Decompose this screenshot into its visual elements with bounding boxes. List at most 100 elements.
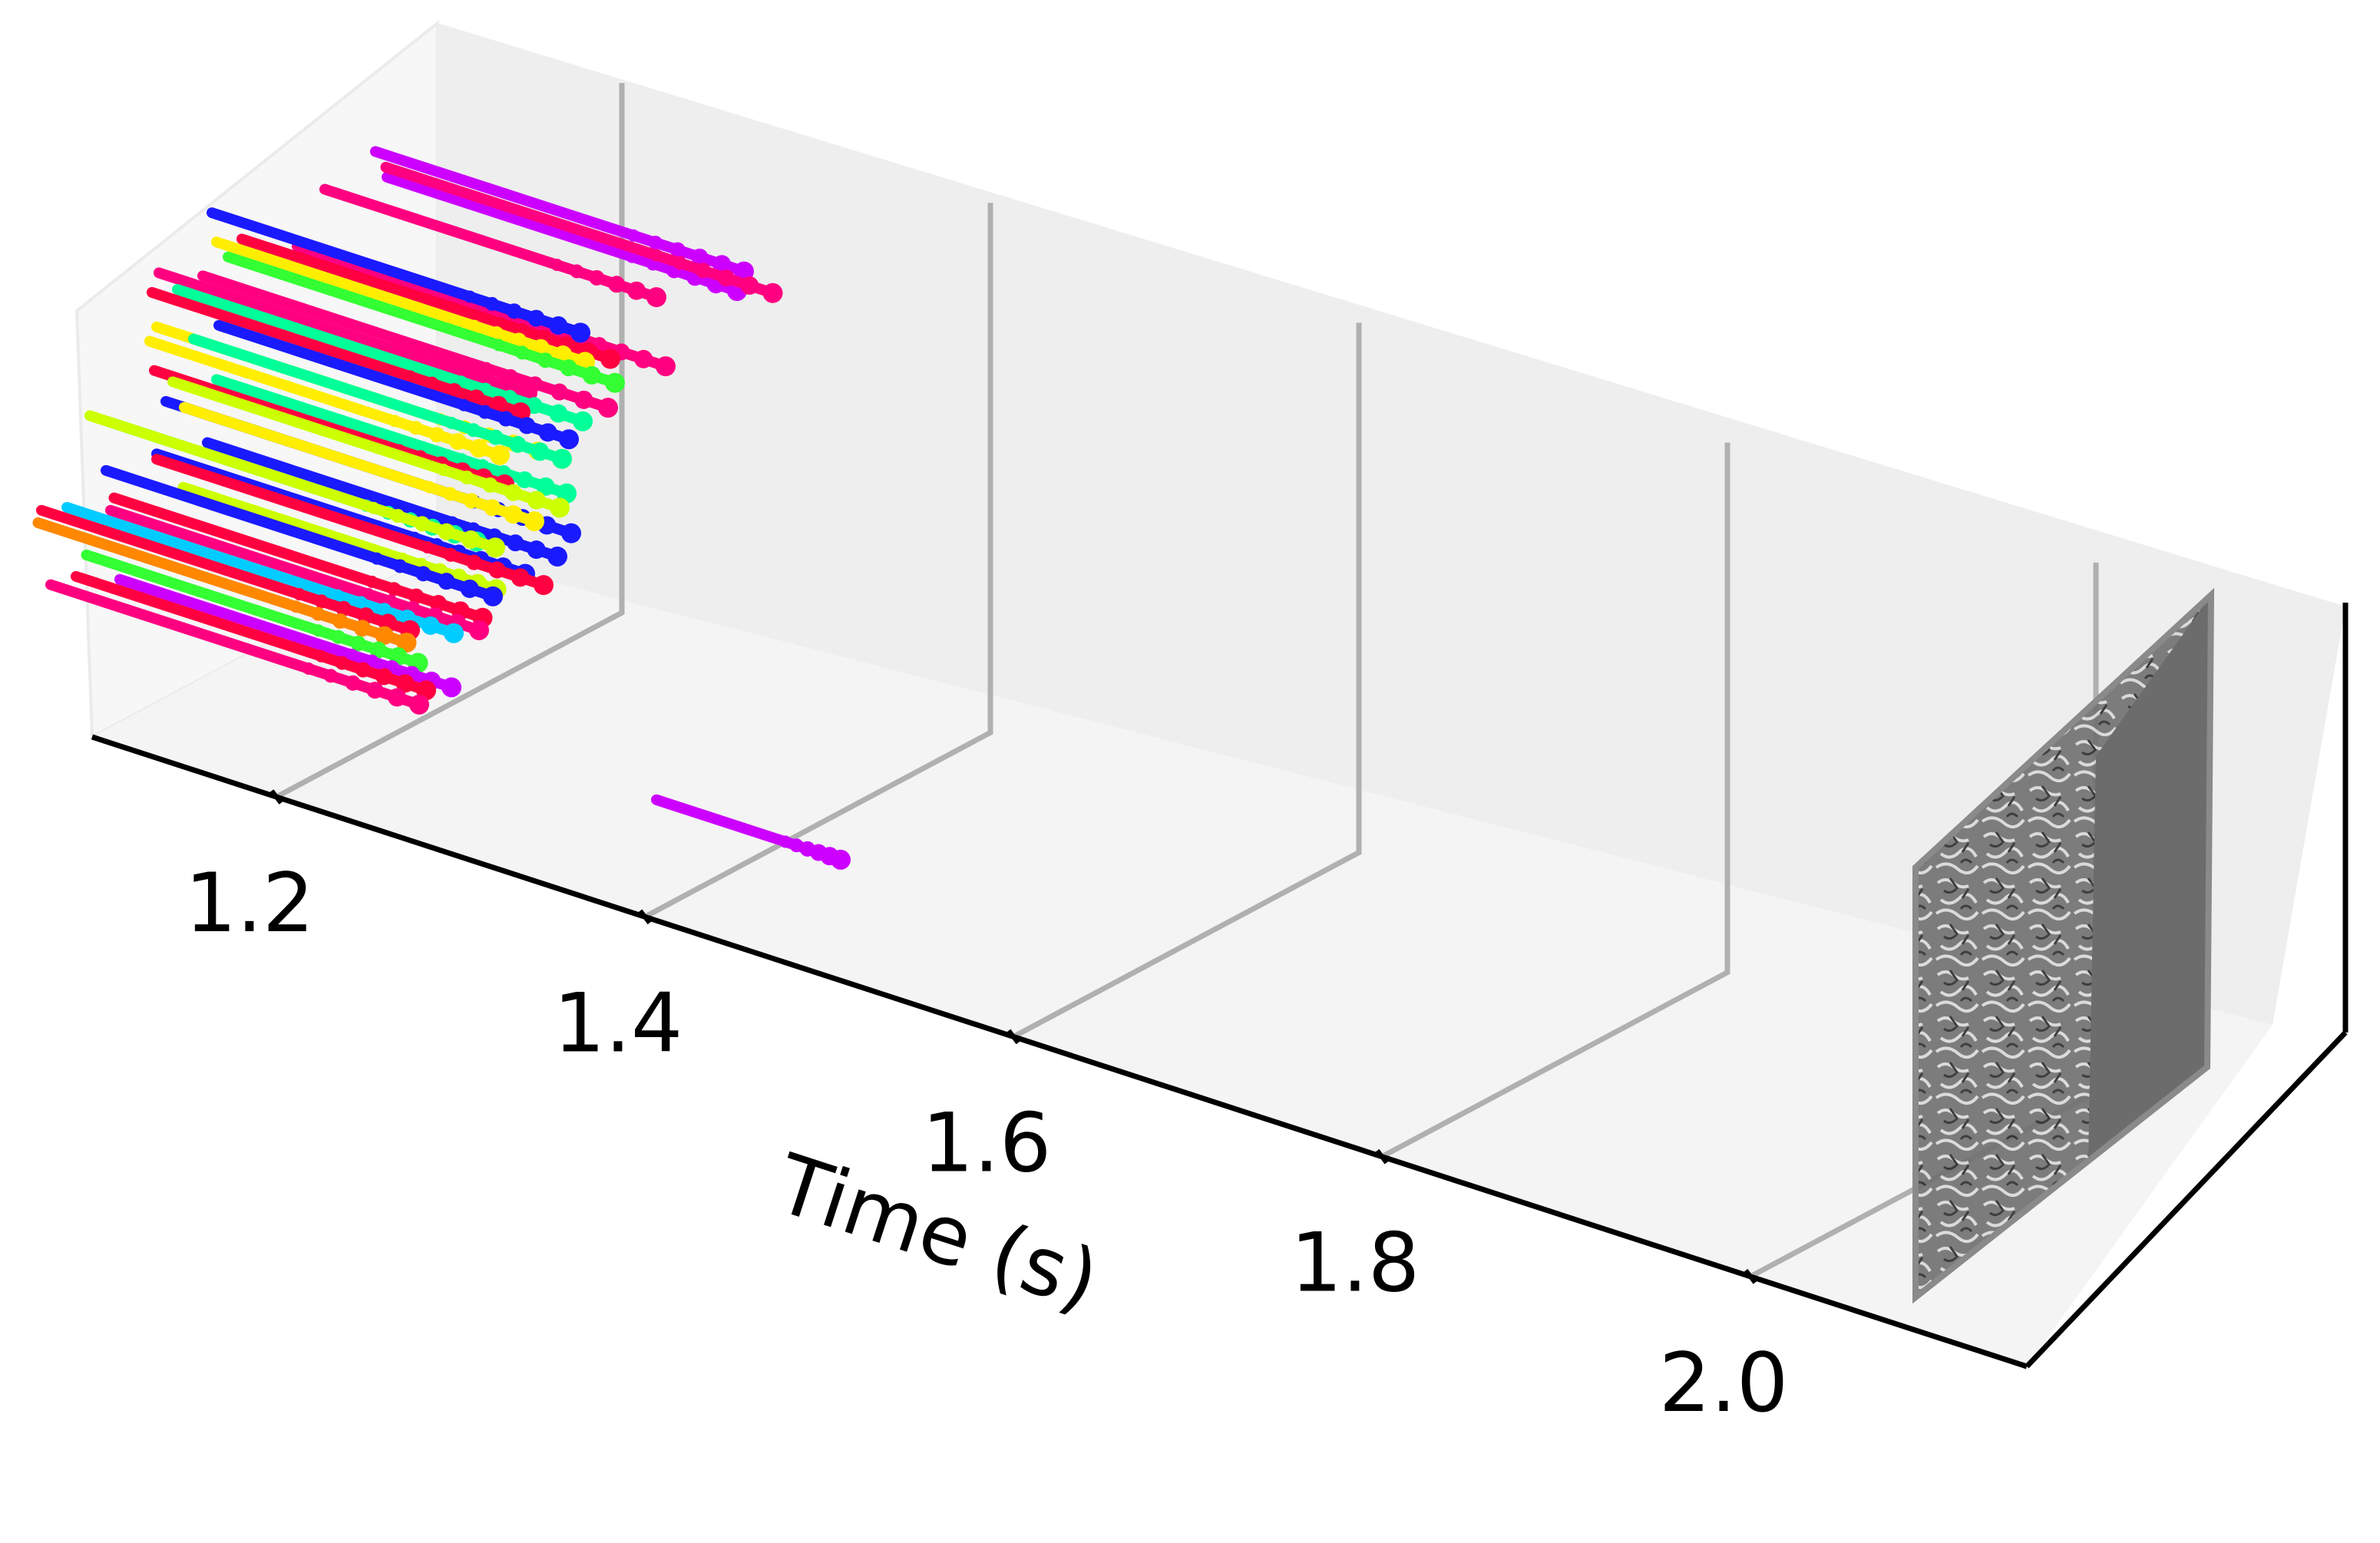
trajectory-33-point-3 xyxy=(353,620,371,637)
trajectory-12-point-1 xyxy=(425,376,439,391)
trajectory-21-point-0 xyxy=(423,481,436,494)
tick-mark-2.0 xyxy=(1744,1269,1757,1284)
trajectory-5-point-1 xyxy=(484,296,499,311)
trajectory-9-point-4 xyxy=(574,390,593,409)
trajectory-7-point-0 xyxy=(468,319,481,332)
trajectory-8-point-5 xyxy=(605,372,625,393)
trajectory-31-point-5 xyxy=(444,623,464,643)
trajectory-30-point-0 xyxy=(362,588,375,601)
trajectory-17-point-3 xyxy=(516,471,534,488)
trajectory-11-point-4 xyxy=(549,404,568,423)
trajectory-6-point-0 xyxy=(494,316,506,329)
trajectory-15-point-3 xyxy=(509,436,527,453)
trajectory-38-point-0 xyxy=(779,835,792,848)
trajectory-13-point-4 xyxy=(538,423,557,442)
trajectory-0-point-2 xyxy=(669,242,686,258)
trajectory-7-point-1 xyxy=(489,325,504,340)
tick-mark-1.6 xyxy=(1007,1029,1020,1045)
trajectory-2-point-2 xyxy=(695,263,711,279)
tick-mark-1.8 xyxy=(1375,1148,1389,1165)
trajectory-22-point-3 xyxy=(507,534,524,552)
trajectory-7-point-2 xyxy=(511,332,527,349)
gridline-1.4 xyxy=(643,203,993,920)
trajectory-28-point-3 xyxy=(438,573,455,590)
trajectory-34-point-0 xyxy=(312,624,325,637)
trajectory-24-point-3 xyxy=(438,523,455,540)
trajectory-8-point-4 xyxy=(582,365,601,385)
trajectory-12-point-2 xyxy=(446,383,462,398)
trajectory-3-point-5 xyxy=(646,287,666,308)
trajectory-35-point-0 xyxy=(345,649,359,662)
trajectory-17-point-4 xyxy=(536,477,555,496)
trajectory-0-point-4 xyxy=(712,255,732,274)
trajectory-30-point-5 xyxy=(469,620,489,640)
trajectory-31-point-1 xyxy=(354,596,369,610)
trajectory-37-point-1 xyxy=(323,669,338,683)
trajectory-21-point-4 xyxy=(504,505,523,524)
trajectory-34-point-3 xyxy=(369,641,387,659)
trajectory-19-point-2 xyxy=(482,477,498,493)
trajectory-0-point-0 xyxy=(627,229,640,242)
trajectory-13-point-1 xyxy=(478,405,492,419)
trajectory-8-point-1 xyxy=(515,345,530,360)
trajectory-24-point-4 xyxy=(461,530,481,549)
floor-pane xyxy=(92,553,2273,1366)
trajectory-3-point-0 xyxy=(550,258,564,271)
trajectory-2-point-5 xyxy=(762,282,783,303)
tick-label-1.8: 1.8 xyxy=(1291,1216,1420,1310)
trajectory-15-point-1 xyxy=(466,423,481,438)
trajectory-24-point-1 xyxy=(391,508,405,523)
trajectory-22-point-4 xyxy=(527,540,546,560)
trajectory-35-point-5 xyxy=(441,677,461,698)
trajectory-13-point-3 xyxy=(518,417,536,434)
tick-label-1.6: 1.6 xyxy=(922,1095,1052,1190)
trajectory-15-point-5 xyxy=(552,448,572,469)
trajectory-5-point-2 xyxy=(506,303,522,319)
gridline-1.6 xyxy=(1012,322,1362,1039)
trajectory-28-point-5 xyxy=(483,586,503,606)
tick-mark-1.4 xyxy=(638,909,652,925)
trajectory-36-point-3 xyxy=(375,668,393,686)
trajectory-36-point-2 xyxy=(355,662,371,678)
trajectory-19-point-1 xyxy=(460,470,474,484)
trajectory-12-point-0 xyxy=(404,370,416,383)
trajectory-26-point-5 xyxy=(534,575,554,596)
trajectory-0-point-3 xyxy=(691,248,709,266)
tick-label-1.2: 1.2 xyxy=(185,856,315,950)
trajectory-15-point-4 xyxy=(531,442,550,461)
trajectory-16-point-2 xyxy=(428,427,445,443)
trajectory-series xyxy=(32,146,851,870)
trajectory-5-point-4 xyxy=(549,316,568,335)
trajectory-19-point-0 xyxy=(437,464,450,477)
trajectory-17-point-0 xyxy=(455,453,468,466)
trajectory-33-point-2 xyxy=(332,613,349,629)
trajectory-8-point-3 xyxy=(560,359,577,377)
trajectory-21-point-1 xyxy=(443,487,458,501)
trajectory-38-point-5 xyxy=(831,849,851,870)
trajectory-3-point-4 xyxy=(627,281,646,300)
trajectory-34-point-1 xyxy=(331,629,345,644)
trajectory-0-point-1 xyxy=(648,236,663,250)
tick-label-1.4: 1.4 xyxy=(554,976,683,1070)
trajectory-16-point-0 xyxy=(388,415,402,428)
frame-image xyxy=(1912,587,2215,1304)
trajectory-28-point-0 xyxy=(370,552,383,565)
gridline-1.8 xyxy=(1380,442,1730,1159)
trajectory-34-point-2 xyxy=(350,636,366,652)
trajectory-8-point-2 xyxy=(537,352,554,368)
trajectory-22-point-5 xyxy=(547,546,567,567)
time-axis-line xyxy=(91,734,2028,1370)
trajectory-26-point-3 xyxy=(488,561,506,579)
trajectory-31-point-4 xyxy=(421,616,440,635)
trajectory-37-point-3 xyxy=(366,682,384,699)
back-pane xyxy=(438,23,2345,1025)
trajectory-5-point-0 xyxy=(464,290,476,303)
trajectory-11-point-5 xyxy=(573,411,593,431)
trajectory-21-point-3 xyxy=(484,499,501,517)
trajectory-24-point-2 xyxy=(414,516,430,532)
trajectory-13-point-2 xyxy=(497,411,514,427)
trajectory-32-point-1 xyxy=(314,594,329,609)
trajectory-37-point-2 xyxy=(345,675,361,691)
trajectory-4-point-4 xyxy=(634,349,653,368)
